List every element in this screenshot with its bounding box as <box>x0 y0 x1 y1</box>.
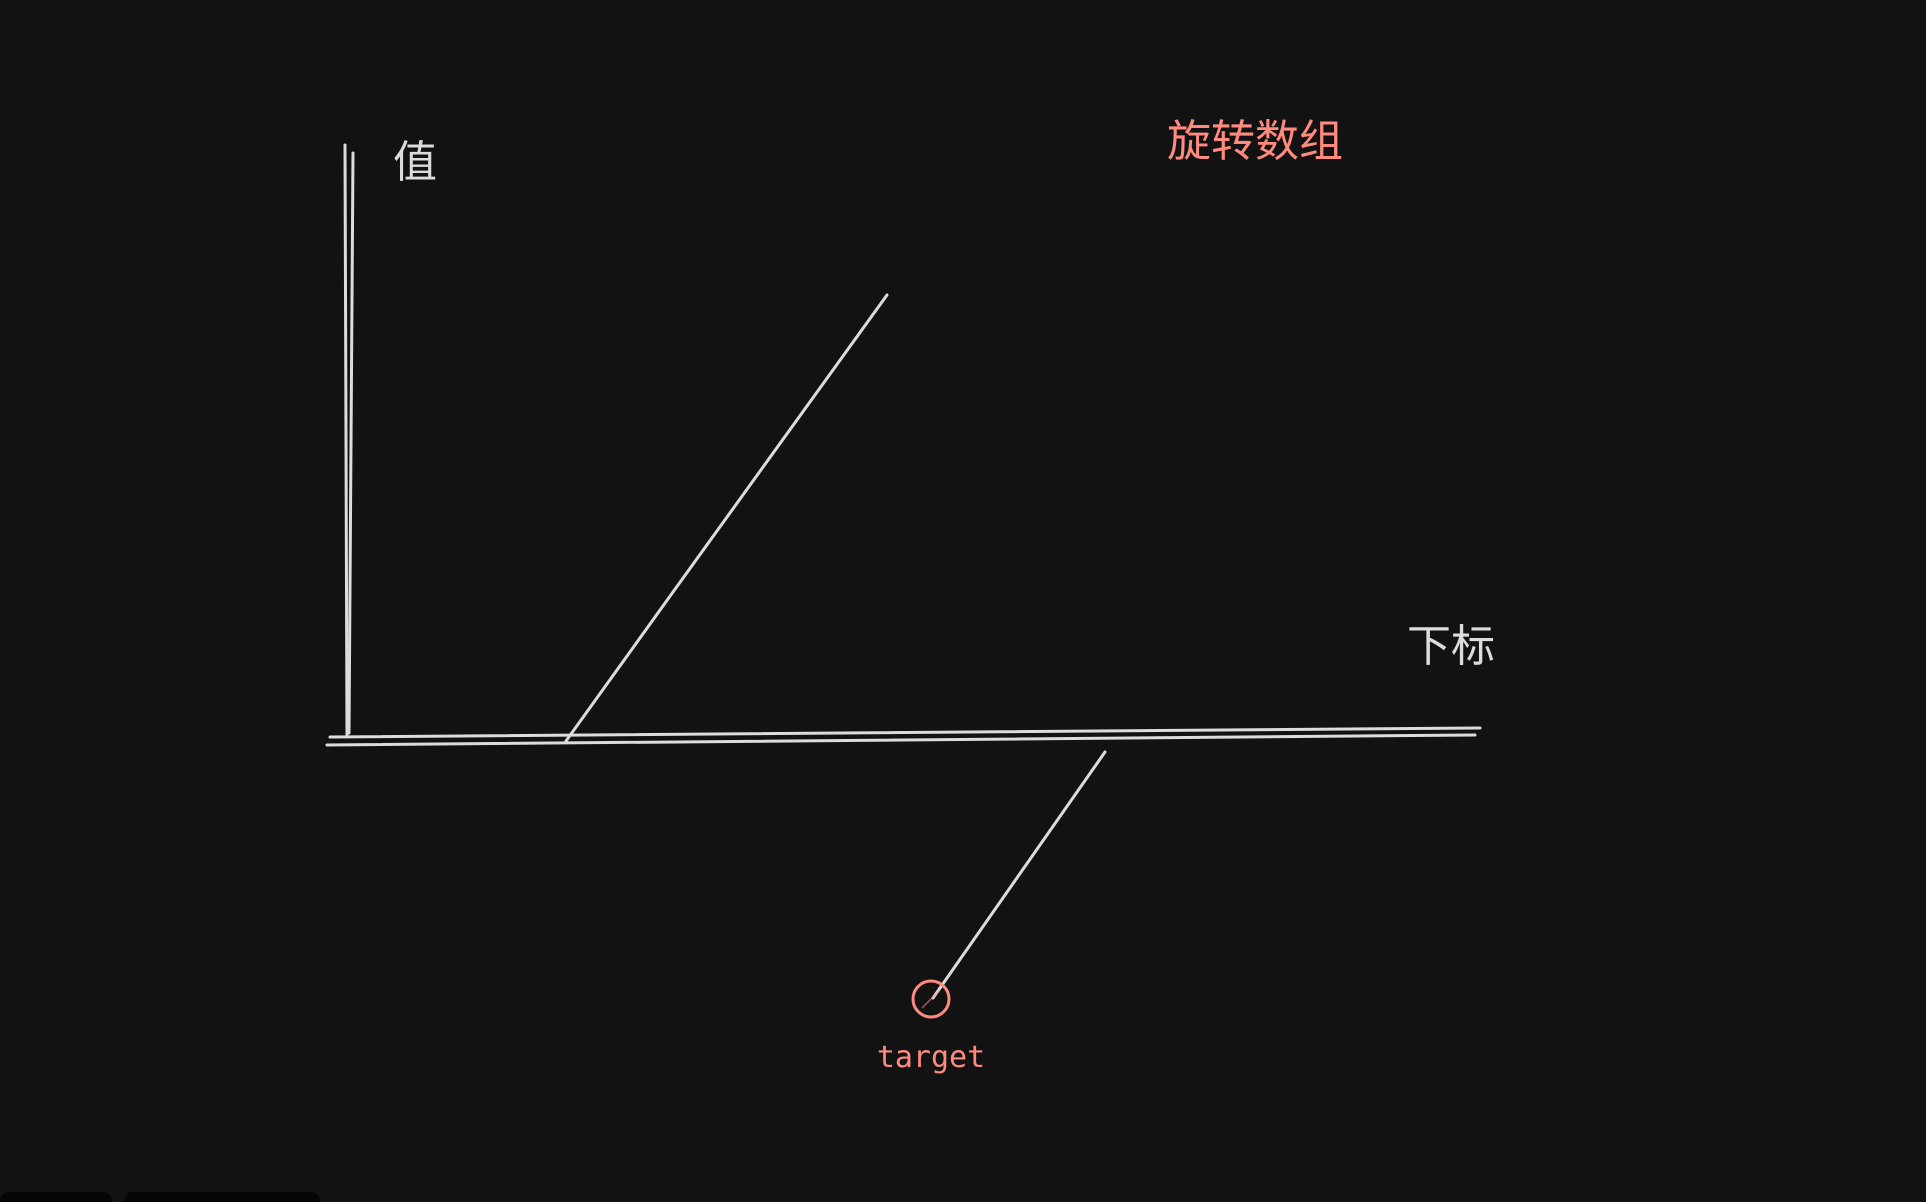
bottom-toolbar-tab[interactable] <box>0 1192 112 1202</box>
diagram-title: 旋转数组 <box>1167 116 1343 167</box>
y-axis <box>343 143 355 737</box>
x-axis-label: 下标 <box>1407 621 1495 672</box>
target-label: target <box>877 1040 985 1075</box>
lower-segment-line <box>931 750 1107 1000</box>
upper-segment-line <box>564 293 889 743</box>
y-axis-label: 值 <box>393 137 437 188</box>
bottom-toolbar-tab[interactable] <box>124 1192 320 1202</box>
target-marker <box>911 979 951 1019</box>
x-axis <box>325 726 1482 747</box>
